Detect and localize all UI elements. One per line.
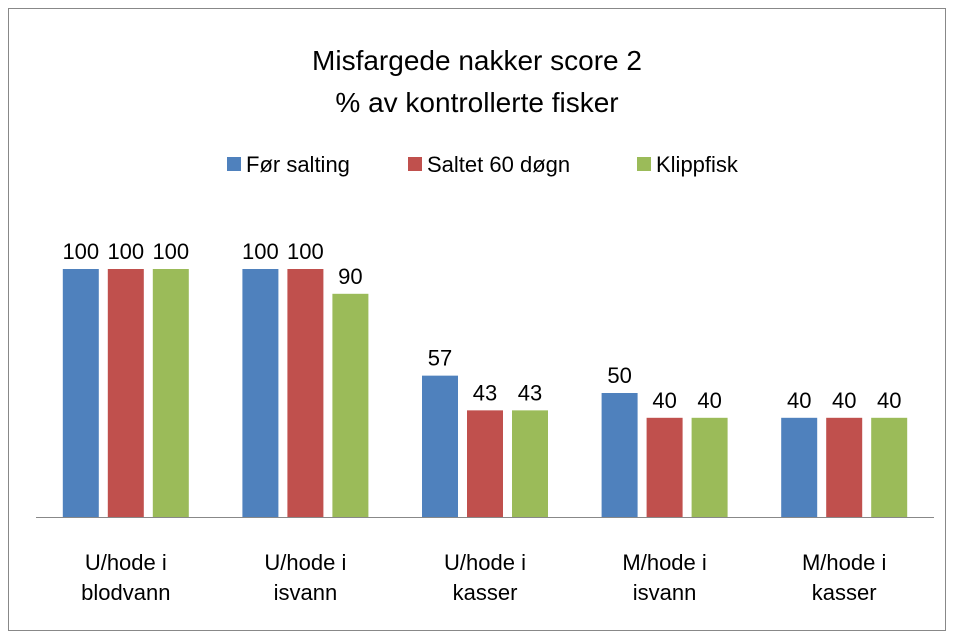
bar [781,417,818,517]
data-label: 90 [338,264,362,289]
data-label: 40 [652,388,676,413]
data-label: 100 [242,239,279,264]
legend-label: Klippfisk [656,152,739,177]
x-tick-label: U/hode i isvann [264,550,347,605]
legend-swatch [408,157,422,171]
bar [691,417,728,517]
chart-title: Misfargede nakker score 2 [312,45,642,76]
bar [242,269,279,517]
bar [826,417,863,517]
x-tick-label: M/hode i isvann [622,550,707,605]
data-label: 40 [877,388,901,413]
data-label: 40 [697,388,721,413]
data-label: 100 [287,239,324,264]
data-label: 43 [518,380,542,405]
data-label: 100 [107,239,144,264]
bar [512,410,548,517]
bar [422,375,458,517]
bar [467,410,503,517]
bar [107,269,144,517]
x-tick-label: U/hode i kasser [444,550,526,605]
x-tick-label: U/hode i blodvann [81,550,171,605]
bar [152,269,189,517]
bar [646,417,683,517]
data-label: 100 [152,239,189,264]
bar [287,269,324,517]
bar [62,269,99,517]
legend-swatch [637,157,651,171]
bar [332,293,369,517]
data-label: 57 [428,346,452,371]
data-label: 43 [473,380,497,405]
x-tick-label: M/hode i kasser [801,550,887,605]
data-label: 40 [832,388,856,413]
data-label: 50 [607,363,631,388]
legend-label: Saltet 60 døgn [427,152,570,177]
legend-label: Før salting [246,152,350,177]
data-label: 100 [62,239,99,264]
bar [601,393,638,517]
legend-swatch [227,157,241,171]
data-label: 40 [787,388,811,413]
bar [871,417,908,517]
chart-subtitle: % av kontrollerte fisker [335,87,618,118]
